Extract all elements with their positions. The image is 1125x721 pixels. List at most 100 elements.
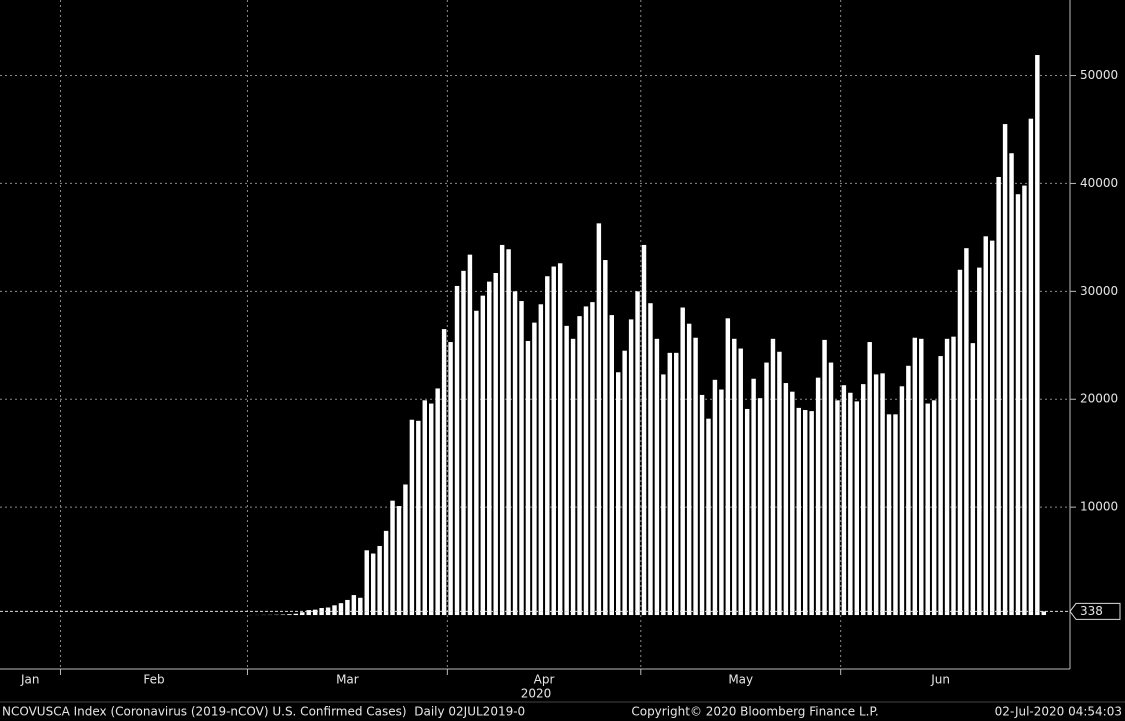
- bar: [873, 374, 879, 616]
- bar: [899, 386, 905, 616]
- bar: [719, 389, 724, 616]
- y-tick-label: 10000: [1080, 500, 1118, 514]
- x-tick-label: Jun: [930, 673, 950, 687]
- bar: [667, 352, 673, 616]
- bar: [551, 266, 556, 616]
- footer-right: 02-Jul-2020 04:54:03: [995, 705, 1122, 719]
- bar: [641, 244, 647, 616]
- year-label: 2020: [521, 687, 552, 701]
- bar: [635, 291, 640, 616]
- bar: [751, 378, 756, 616]
- bar: [835, 400, 840, 616]
- bar: [654, 338, 660, 616]
- bar: [783, 383, 789, 616]
- bar: [570, 338, 576, 616]
- bar: [557, 263, 563, 616]
- bar: [893, 414, 898, 616]
- bar: [957, 269, 963, 616]
- bar: [499, 244, 505, 616]
- bar: [422, 400, 428, 616]
- bar: [686, 323, 692, 616]
- bar: [609, 315, 614, 616]
- bar: [912, 337, 918, 616]
- bar: [583, 306, 589, 616]
- bar: [461, 270, 466, 616]
- x-tick-label: Apr: [534, 673, 555, 687]
- bar: [293, 613, 299, 616]
- bar: [983, 236, 988, 616]
- bar: [848, 392, 853, 616]
- bar: [416, 420, 421, 616]
- bar: [487, 281, 492, 616]
- bar: [964, 248, 969, 616]
- bar: [1041, 611, 1046, 616]
- y-tick-label: 40000: [1080, 176, 1118, 190]
- bar: [996, 176, 1001, 616]
- bar: [906, 365, 911, 616]
- bar: [338, 603, 344, 616]
- bar: [796, 407, 801, 616]
- bar: [403, 484, 408, 616]
- y-tick-label: 30000: [1080, 284, 1118, 298]
- bar: [757, 398, 763, 616]
- bar: [370, 553, 376, 616]
- bar: [854, 401, 860, 616]
- bar: [1009, 153, 1014, 616]
- bar: [725, 318, 731, 616]
- bar: [351, 595, 357, 616]
- bar: [744, 408, 750, 616]
- bar: [538, 304, 544, 616]
- bar: [674, 352, 679, 616]
- bar: [396, 506, 402, 616]
- bar: [390, 500, 395, 616]
- bar: [989, 240, 995, 616]
- bar: [287, 614, 292, 616]
- bar: [738, 348, 743, 616]
- bar: [480, 295, 486, 616]
- last-value-tag: [1069, 602, 1121, 620]
- bar: [951, 336, 956, 616]
- bar: [312, 609, 318, 616]
- bar: [1028, 118, 1034, 616]
- x-tick-label: Jan: [20, 673, 40, 687]
- bar: [364, 550, 369, 616]
- bar: [306, 610, 311, 616]
- bar: [345, 599, 350, 616]
- bar: [532, 322, 537, 616]
- bar: [590, 302, 595, 616]
- bar: [938, 356, 943, 616]
- bar: [358, 597, 363, 616]
- bar: [886, 414, 892, 616]
- bar: [409, 419, 415, 616]
- bar: [648, 303, 653, 616]
- bar: [661, 374, 666, 616]
- bar: [841, 385, 847, 616]
- bar: [861, 384, 866, 616]
- bar: [815, 377, 821, 616]
- bar: [383, 530, 389, 616]
- x-tick-label: Feb: [143, 673, 164, 687]
- bar: [628, 319, 634, 616]
- bar: [944, 338, 950, 616]
- bar: [441, 329, 447, 616]
- bar: [699, 394, 705, 616]
- bar: [1022, 185, 1027, 616]
- bar: [790, 391, 795, 616]
- bar: [615, 372, 621, 616]
- bar: [454, 285, 460, 616]
- bar: [1015, 194, 1021, 616]
- bar: [706, 418, 711, 616]
- bar: [970, 343, 976, 616]
- last-value-label: 338: [1080, 604, 1103, 618]
- bar: [545, 276, 550, 616]
- bar: [931, 400, 937, 616]
- bar: [712, 379, 718, 616]
- bar: [435, 388, 440, 616]
- bar: [525, 340, 531, 616]
- bar: [467, 254, 473, 616]
- bar: [925, 403, 930, 616]
- y-tick-label: 50000: [1080, 68, 1118, 82]
- x-tick-label: Mar: [336, 673, 359, 687]
- bar: [512, 291, 518, 616]
